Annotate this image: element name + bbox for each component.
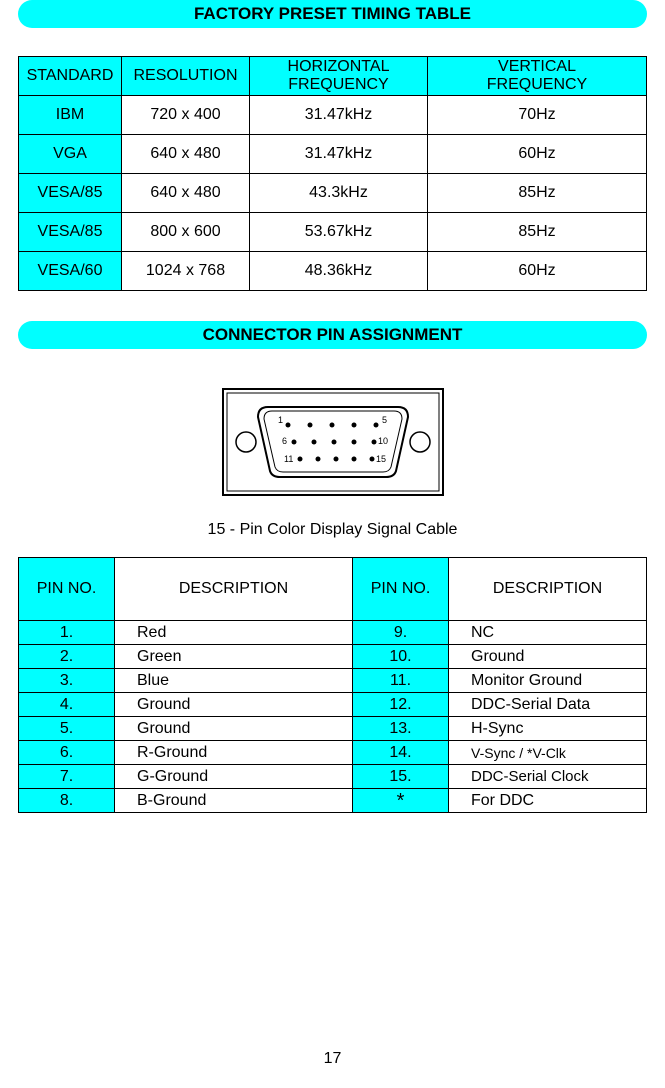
th-pinno-2: PIN NO. <box>353 558 449 621</box>
cell-vf: 85Hz <box>428 174 647 213</box>
th-desc-2: DESCRIPTION <box>449 558 647 621</box>
cell-pinno: 11. <box>353 669 449 693</box>
cell-vf: 85Hz <box>428 213 647 252</box>
table-row: 6. R-Ground 14. V-Sync / *V-Clk <box>19 741 647 765</box>
cell-pinno: 7. <box>19 765 115 789</box>
table-row: 8. B-Ground * For DDC <box>19 789 647 813</box>
cell-hf: 31.47kHz <box>250 135 428 174</box>
table-header-row: PIN NO. DESCRIPTION PIN NO. DESCRIPTION <box>19 558 647 621</box>
cell-hf: 43.3kHz <box>250 174 428 213</box>
pin-label-tl: 1 <box>278 415 283 425</box>
th-hfreq: HORIZONTAL FREQUENCY <box>250 57 428 96</box>
cell-hf: 31.47kHz <box>250 96 428 135</box>
cell-desc: Ground <box>115 693 353 717</box>
table-row: IBM 720 x 400 31.47kHz 70Hz <box>19 96 647 135</box>
cell-desc: B-Ground <box>115 789 353 813</box>
cell-pinno: 6. <box>19 741 115 765</box>
page-number: 17 <box>0 1050 665 1068</box>
cell-desc: Monitor Ground <box>449 669 647 693</box>
th-standard: STANDARD <box>19 57 122 96</box>
cell-pinno: 5. <box>19 717 115 741</box>
cell-desc: Green <box>115 645 353 669</box>
cell-vf: 70Hz <box>428 96 647 135</box>
cell-desc: V-Sync / *V-Clk <box>449 741 647 765</box>
table-row: 5. Ground 13. H-Sync <box>19 717 647 741</box>
table-header-row: STANDARD RESOLUTION HORIZONTAL FREQUENCY… <box>19 57 647 96</box>
cell-std: VGA <box>19 135 122 174</box>
cell-std: VESA/85 <box>19 174 122 213</box>
cell-std: VESA/60 <box>19 252 122 291</box>
cell-pinno: 3. <box>19 669 115 693</box>
table-row: VGA 640 x 480 31.47kHz 60Hz <box>19 135 647 174</box>
section-header-connector: CONNECTOR PIN ASSIGNMENT <box>18 321 647 349</box>
cell-desc: R-Ground <box>115 741 353 765</box>
cell-hf: 48.36kHz <box>250 252 428 291</box>
cell-res: 640 x 480 <box>122 135 250 174</box>
cell-pinno: 14. <box>353 741 449 765</box>
cell-res: 800 x 600 <box>122 213 250 252</box>
cell-res: 720 x 400 <box>122 96 250 135</box>
th-vfreq-l1: VERTICAL <box>498 58 576 75</box>
table-row: VESA/60 1024 x 768 48.36kHz 60Hz <box>19 252 647 291</box>
table-row: 7. G-Ground 15. DDC-Serial Clock <box>19 765 647 789</box>
th-resolution: RESOLUTION <box>122 57 250 96</box>
cell-desc: Blue <box>115 669 353 693</box>
th-pinno-1: PIN NO. <box>19 558 115 621</box>
table-row: 4. Ground 12. DDC-Serial Data <box>19 693 647 717</box>
cell-pinno: 2. <box>19 645 115 669</box>
section-header-timing: FACTORY PRESET TIMING TABLE <box>18 0 647 28</box>
pin-label-mr: 10 <box>378 436 388 446</box>
pin-label-bl: 11 <box>284 454 293 464</box>
connector-diagram: 1 5 6 10 11 15 <box>218 377 448 507</box>
timing-table: STANDARD RESOLUTION HORIZONTAL FREQUENCY… <box>18 56 647 291</box>
pin-label-br: 15 <box>376 454 386 464</box>
cell-pinno: 13. <box>353 717 449 741</box>
th-hfreq-l2: FREQUENCY <box>288 76 388 93</box>
pin-table: PIN NO. DESCRIPTION PIN NO. DESCRIPTION … <box>18 557 647 813</box>
cell-desc: NC <box>449 621 647 645</box>
cell-vf: 60Hz <box>428 135 647 174</box>
th-hfreq-l1: HORIZONTAL <box>288 58 390 75</box>
cell-pinno-star: * <box>353 789 449 813</box>
cell-pinno: 8. <box>19 789 115 813</box>
pin-label-tr: 5 <box>382 415 387 425</box>
cell-pinno: 4. <box>19 693 115 717</box>
cell-pinno: 9. <box>353 621 449 645</box>
cell-std: IBM <box>19 96 122 135</box>
connector-caption: 15 - Pin Color Display Signal Cable <box>18 521 647 539</box>
cell-pinno: 12. <box>353 693 449 717</box>
table-row: 1. Red 9. NC <box>19 621 647 645</box>
cell-desc: Ground <box>449 645 647 669</box>
cell-hf: 53.67kHz <box>250 213 428 252</box>
cell-desc: For DDC <box>449 789 647 813</box>
cell-desc: DDC-Serial Clock <box>449 765 647 789</box>
pin-label-ml: 6 <box>282 436 287 446</box>
cell-res: 640 x 480 <box>122 174 250 213</box>
cell-desc: G-Ground <box>115 765 353 789</box>
cell-pinno: 15. <box>353 765 449 789</box>
table-row: 2. Green 10. Ground <box>19 645 647 669</box>
th-vfreq: VERTICAL FREQUENCY <box>428 57 647 96</box>
cell-desc: H-Sync <box>449 717 647 741</box>
cell-res: 1024 x 768 <box>122 252 250 291</box>
table-row: 3. Blue 11. Monitor Ground <box>19 669 647 693</box>
th-desc-1: DESCRIPTION <box>115 558 353 621</box>
cell-vf: 60Hz <box>428 252 647 291</box>
cell-pinno: 1. <box>19 621 115 645</box>
table-row: VESA/85 800 x 600 53.67kHz 85Hz <box>19 213 647 252</box>
cell-std: VESA/85 <box>19 213 122 252</box>
cell-desc: DDC-Serial Data <box>449 693 647 717</box>
cell-pinno: 10. <box>353 645 449 669</box>
th-vfreq-l2: FREQUENCY <box>487 76 587 93</box>
table-row: VESA/85 640 x 480 43.3kHz 85Hz <box>19 174 647 213</box>
cell-desc: Ground <box>115 717 353 741</box>
cell-desc: Red <box>115 621 353 645</box>
